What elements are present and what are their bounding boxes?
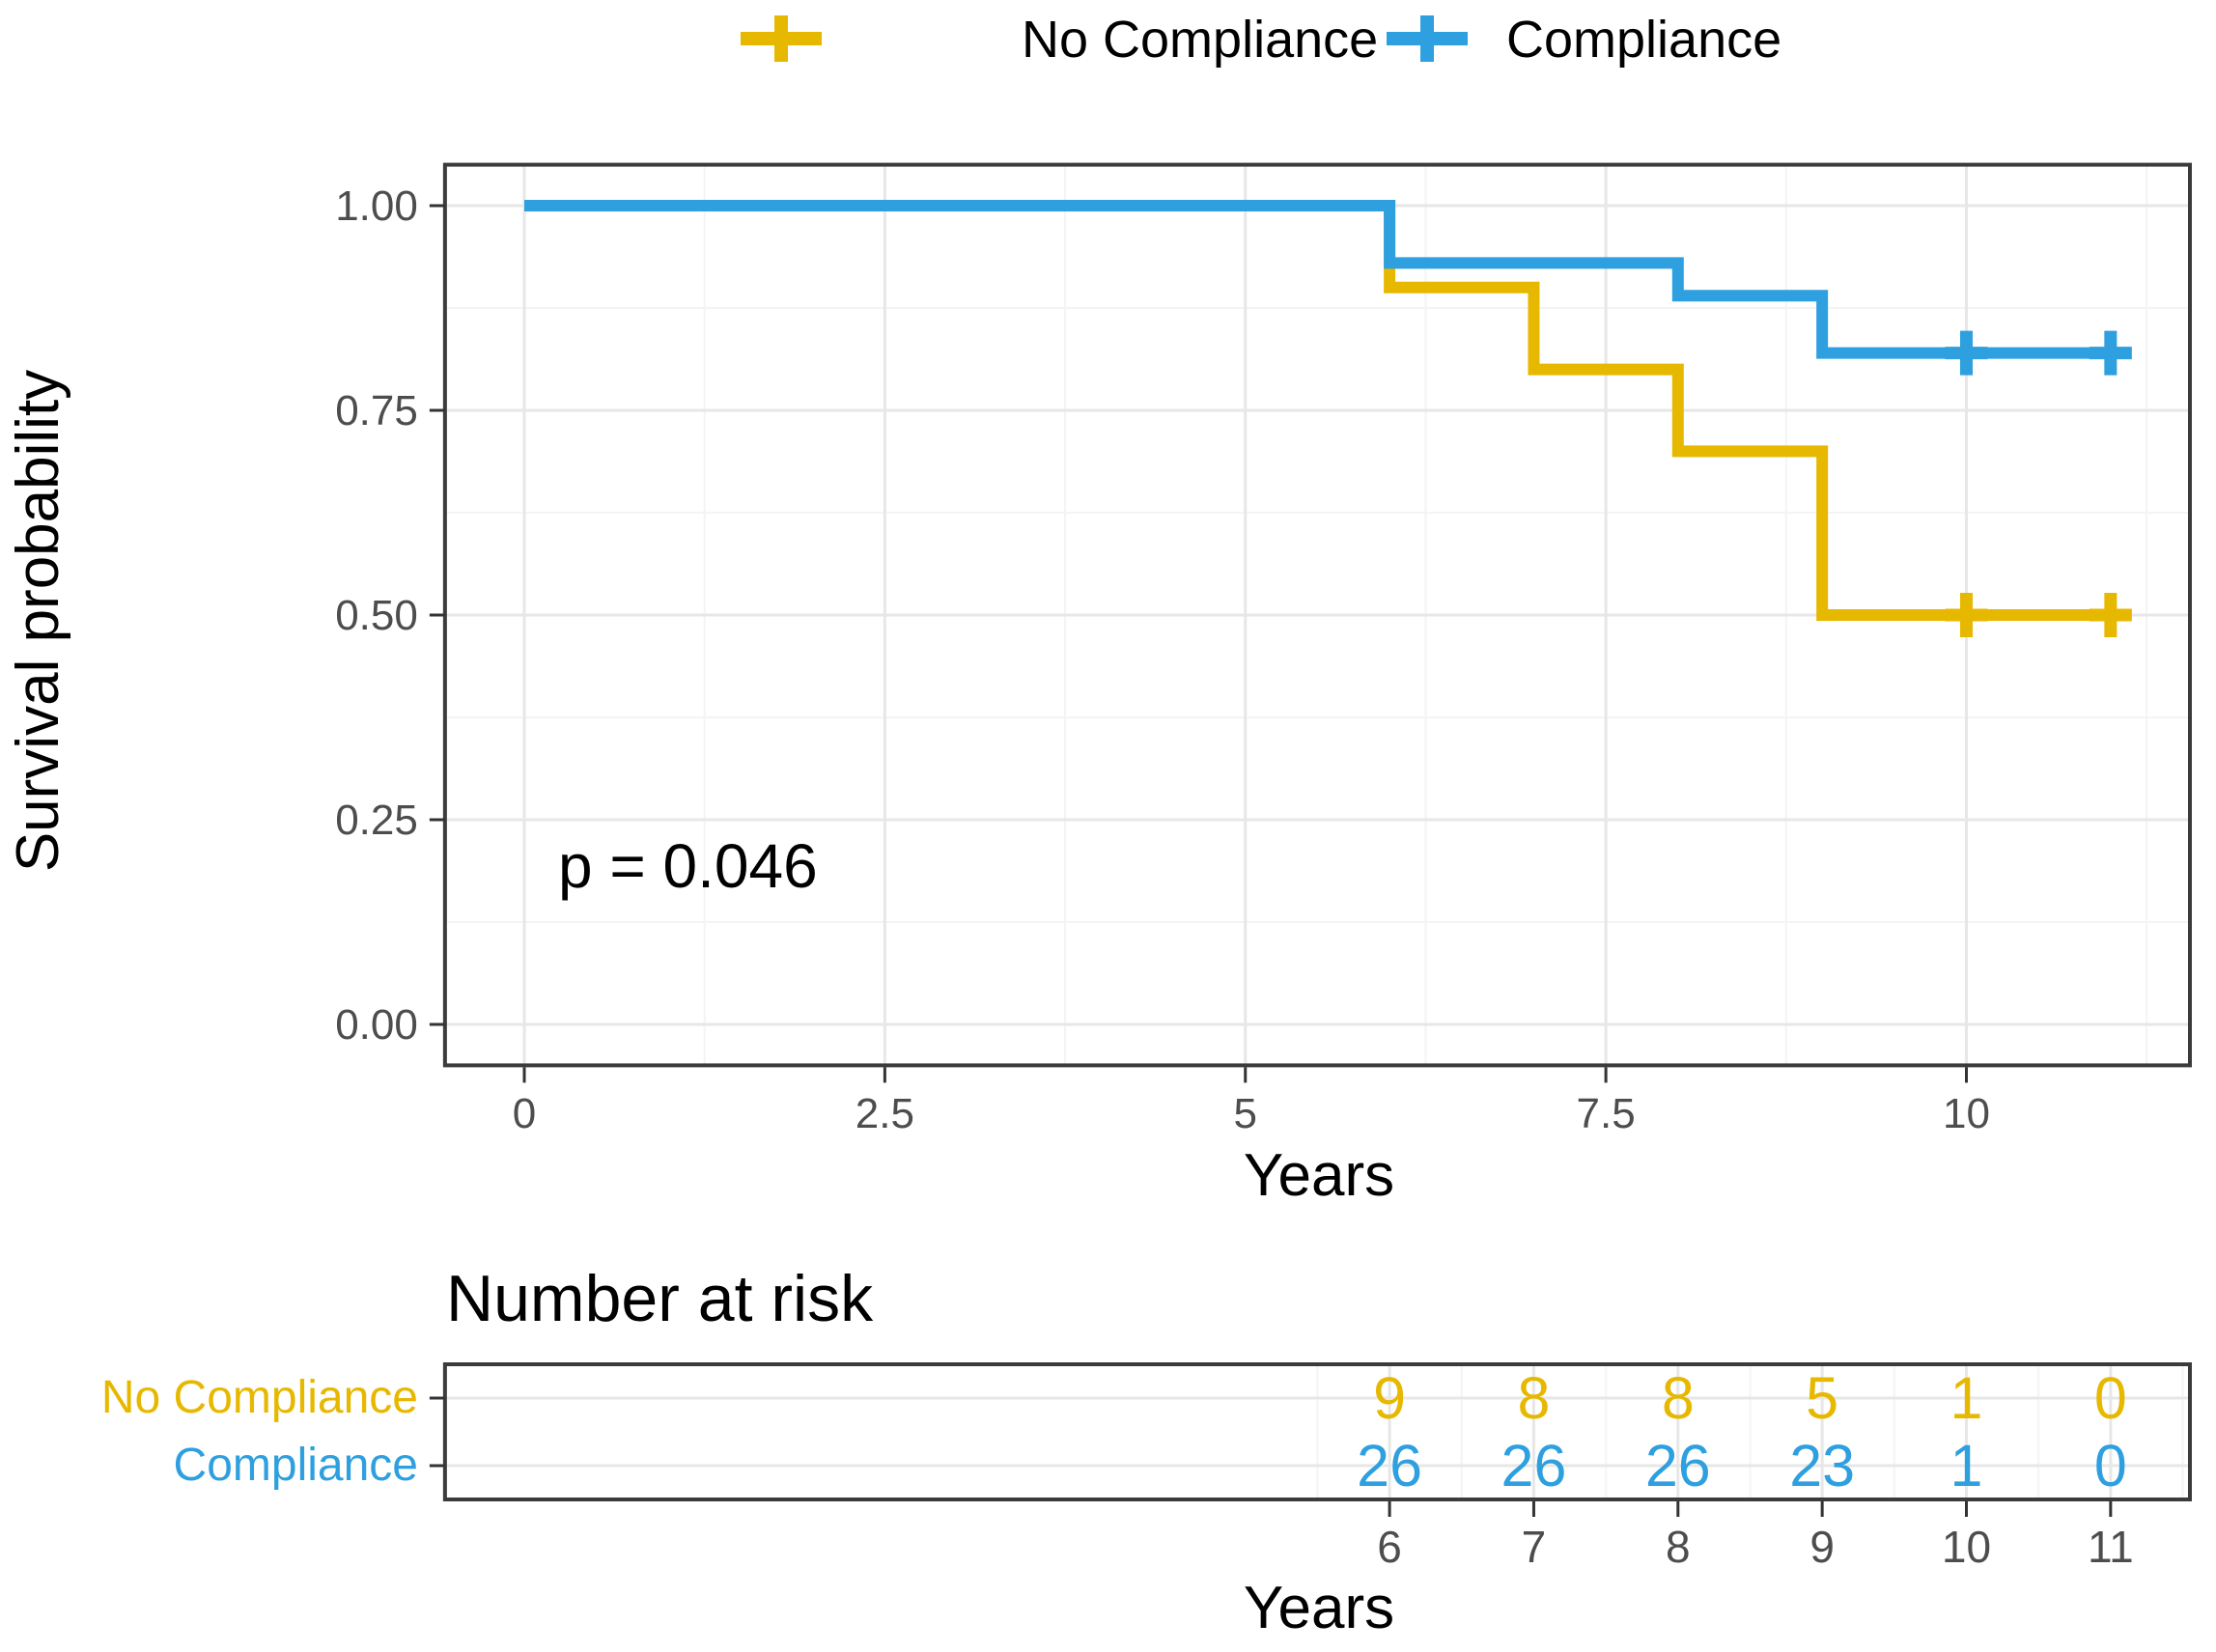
risk-count: 26 xyxy=(1645,1433,1711,1498)
risk-table-axes: 6 7 8 9 10 11 xyxy=(429,1396,2134,1572)
risk-count: 0 xyxy=(2094,1433,2127,1498)
risk-count: 8 xyxy=(1517,1365,1550,1431)
risk-count: 8 xyxy=(1662,1365,1695,1431)
y-tick-label: 0.25 xyxy=(335,797,418,844)
x-axis-title: Years xyxy=(1243,1142,1395,1209)
risk-x-tick-label: 9 xyxy=(1809,1522,1835,1572)
risk-table-title: Number at risk xyxy=(446,1262,874,1335)
censor-plus-mark xyxy=(1945,593,1988,637)
risk-count: 26 xyxy=(1501,1433,1567,1498)
legend: No Compliance Compliance xyxy=(0,0,2216,87)
x-tick-label: 10 xyxy=(1943,1090,1990,1137)
risk-count: 9 xyxy=(1373,1365,1406,1431)
censor-plus-mark xyxy=(2089,593,2132,637)
censor-plus-icon xyxy=(1387,15,1468,62)
km-curves xyxy=(524,200,2132,637)
x-tick-label: 5 xyxy=(1234,1090,1257,1137)
risk-table-values: 9 8 8 5 1 0 26 26 26 23 1 0 xyxy=(1357,1365,2127,1498)
censor-plus-mark xyxy=(1945,330,1988,376)
y-tick-label: 0.50 xyxy=(335,592,418,639)
risk-x-tick-label: 11 xyxy=(2088,1522,2134,1572)
risk-count: 23 xyxy=(1789,1433,1855,1498)
risk-table-border xyxy=(442,1362,2192,1501)
x-tick-label: 7.5 xyxy=(1577,1090,1636,1137)
km-curve-compliance xyxy=(524,200,2111,359)
risk-x-tick-label: 6 xyxy=(1377,1522,1402,1572)
risk-count: 1 xyxy=(1950,1433,1983,1498)
pvalue-annotation: p = 0.046 xyxy=(558,831,818,901)
risk-x-tick-label: 7 xyxy=(1522,1522,1547,1572)
legend-key-compliance xyxy=(1387,8,1468,70)
y-tick-label: 0.75 xyxy=(335,387,418,434)
risk-count: 5 xyxy=(1806,1365,1838,1431)
risk-table-grid xyxy=(444,1364,2190,1499)
y-axis-title: Survival probability xyxy=(5,369,71,873)
risk-x-tick-label: 8 xyxy=(1666,1522,1691,1572)
risk-row-label-no-compliance: No Compliance xyxy=(100,1372,418,1423)
x-tick-label: 0 xyxy=(513,1090,536,1137)
risk-table-x-axis-title: Years xyxy=(1243,1575,1395,1641)
risk-x-tick-label: 10 xyxy=(1942,1522,1991,1572)
legend-key-no-compliance xyxy=(741,8,822,70)
main-axes: 0 2.5 5 7.5 10 1.00 0.75 0.50 0.25 0.00 xyxy=(335,182,1990,1137)
censor-plus-icon xyxy=(741,15,822,62)
legend-label-no-compliance: No Compliance xyxy=(1022,11,1379,69)
censor-plus-mark xyxy=(2089,330,2132,376)
y-tick-label: 1.00 xyxy=(335,182,418,230)
legend-label-compliance: Compliance xyxy=(1506,11,1782,69)
y-tick-label: 0.00 xyxy=(335,1001,418,1049)
x-tick-label: 2.5 xyxy=(856,1090,914,1137)
risk-count: 1 xyxy=(1950,1365,1983,1431)
risk-count: 26 xyxy=(1357,1433,1422,1498)
risk-row-label-compliance: Compliance xyxy=(173,1440,418,1491)
risk-count: 0 xyxy=(2094,1365,2127,1431)
